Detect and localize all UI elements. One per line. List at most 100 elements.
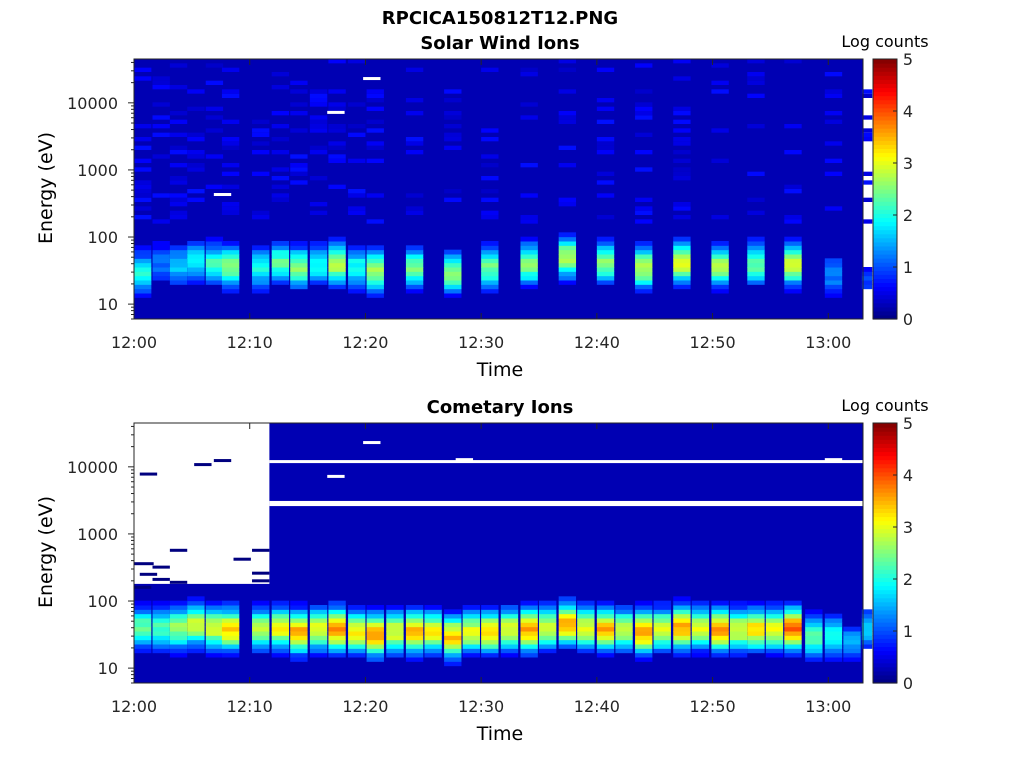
heatmap-cell (252, 626, 270, 632)
heatmap-cell (462, 635, 480, 641)
background-bin (861, 137, 873, 142)
heatmap-cell (221, 639, 240, 645)
colorbar-tick-label: 4 (903, 466, 913, 485)
data-gap-mark (363, 77, 381, 81)
heatmap-cell (328, 644, 346, 649)
colorbar-tick-label: 0 (903, 674, 913, 693)
heatmap-cell (405, 635, 424, 641)
colorbar-step (873, 427, 897, 432)
colorbar-step (873, 148, 897, 154)
heatmap-cell (481, 271, 499, 277)
heatmap-cell (187, 275, 205, 281)
heatmap-cell (221, 267, 240, 272)
heatmap-cell (221, 622, 240, 628)
heatmap-cell (520, 613, 538, 619)
heatmap-cell (348, 288, 366, 294)
background-bin (152, 85, 170, 90)
heatmap-cell (558, 249, 577, 255)
heatmap-cell (271, 626, 290, 632)
background-bin (221, 202, 240, 207)
background-bin (861, 89, 873, 94)
colorbar-step (873, 152, 897, 158)
background-bin (152, 154, 170, 159)
heatmap-cell (152, 275, 170, 281)
heatmap-cell (290, 271, 308, 277)
background-bin (152, 115, 170, 120)
colorbar-step (873, 79, 897, 84)
colorbar-step (873, 184, 897, 190)
heatmap-cell (635, 600, 653, 606)
heatmap-cell (673, 635, 691, 641)
heatmap-cell (205, 241, 224, 246)
heatmap-cell (169, 262, 188, 268)
heatmap-cell (444, 262, 462, 268)
heatmap-cell (615, 644, 633, 649)
solar-wind-title: Solar Wind Ions (420, 33, 579, 54)
heatmap-cell (805, 635, 823, 641)
heatmap-cell (558, 236, 577, 242)
figure-title: RPCICA150812T12.PNG (382, 8, 618, 29)
colorbar-step (873, 266, 897, 271)
background-bin (169, 119, 188, 124)
heatmap-cell (805, 613, 823, 619)
heatmap-cell (711, 648, 729, 654)
x-tick-label: 12:00 (111, 333, 157, 352)
heatmap-cell (348, 618, 366, 623)
background-bin (309, 145, 328, 150)
heatmap-cell (635, 267, 653, 272)
background-bin (328, 141, 346, 146)
background-bin (635, 206, 653, 211)
heatmap-cell (861, 271, 873, 277)
heatmap-cell (747, 644, 765, 649)
background-bin (221, 184, 240, 189)
heatmap-cell (635, 631, 653, 636)
heatmap-cell (252, 280, 270, 285)
heatmap-cell (169, 635, 188, 641)
heatmap-cell (861, 635, 873, 641)
heatmap-cell (558, 631, 577, 636)
heatmap-cell (328, 626, 346, 632)
heatmap-cell (711, 262, 729, 268)
heatmap-cell (152, 258, 170, 264)
heatmap-cell (187, 644, 205, 649)
heatmap-cell (747, 236, 765, 242)
colorbar-step (873, 488, 897, 493)
heatmap-cell (366, 626, 384, 632)
heatmap-cell (539, 622, 557, 628)
colorbar-tick-label: 2 (903, 570, 913, 589)
background-bin (169, 145, 188, 150)
heatmap-cell (653, 609, 671, 615)
x-tick-label: 13:00 (805, 333, 851, 352)
colorbar-step (873, 569, 897, 574)
colorbar-step (873, 124, 897, 129)
heatmap-cell (577, 618, 595, 623)
heatmap-cell (366, 280, 384, 285)
heatmap-cell (500, 618, 519, 623)
heatmap-cell (596, 249, 615, 255)
heatmap-cell (169, 267, 188, 272)
heatmap-cell (405, 254, 424, 259)
heatmap-cell (520, 254, 538, 259)
background-bin (673, 137, 691, 142)
heatmap-cell (134, 293, 152, 298)
colorbar-step (873, 87, 897, 93)
background-bin (711, 80, 729, 85)
heatmap-cell (444, 271, 462, 277)
colorbar-step (873, 111, 897, 117)
heatmap-cell (309, 609, 328, 615)
heatmap-cell (596, 609, 615, 615)
background-bin (444, 98, 462, 103)
background-bin (635, 132, 653, 137)
heatmap-cell (328, 648, 346, 654)
no-data-band (269, 500, 863, 507)
heatmap-cell (520, 267, 538, 272)
heatmap-cell (309, 254, 328, 259)
background-bin (747, 59, 765, 64)
background-bin (134, 158, 152, 163)
colorbar-step (873, 548, 897, 554)
heatmap-cell (366, 639, 384, 645)
heatmap-cell (711, 605, 729, 610)
heatmap-cell (673, 639, 691, 645)
heatmap-cell (729, 618, 748, 623)
heatmap-cell (221, 648, 240, 654)
